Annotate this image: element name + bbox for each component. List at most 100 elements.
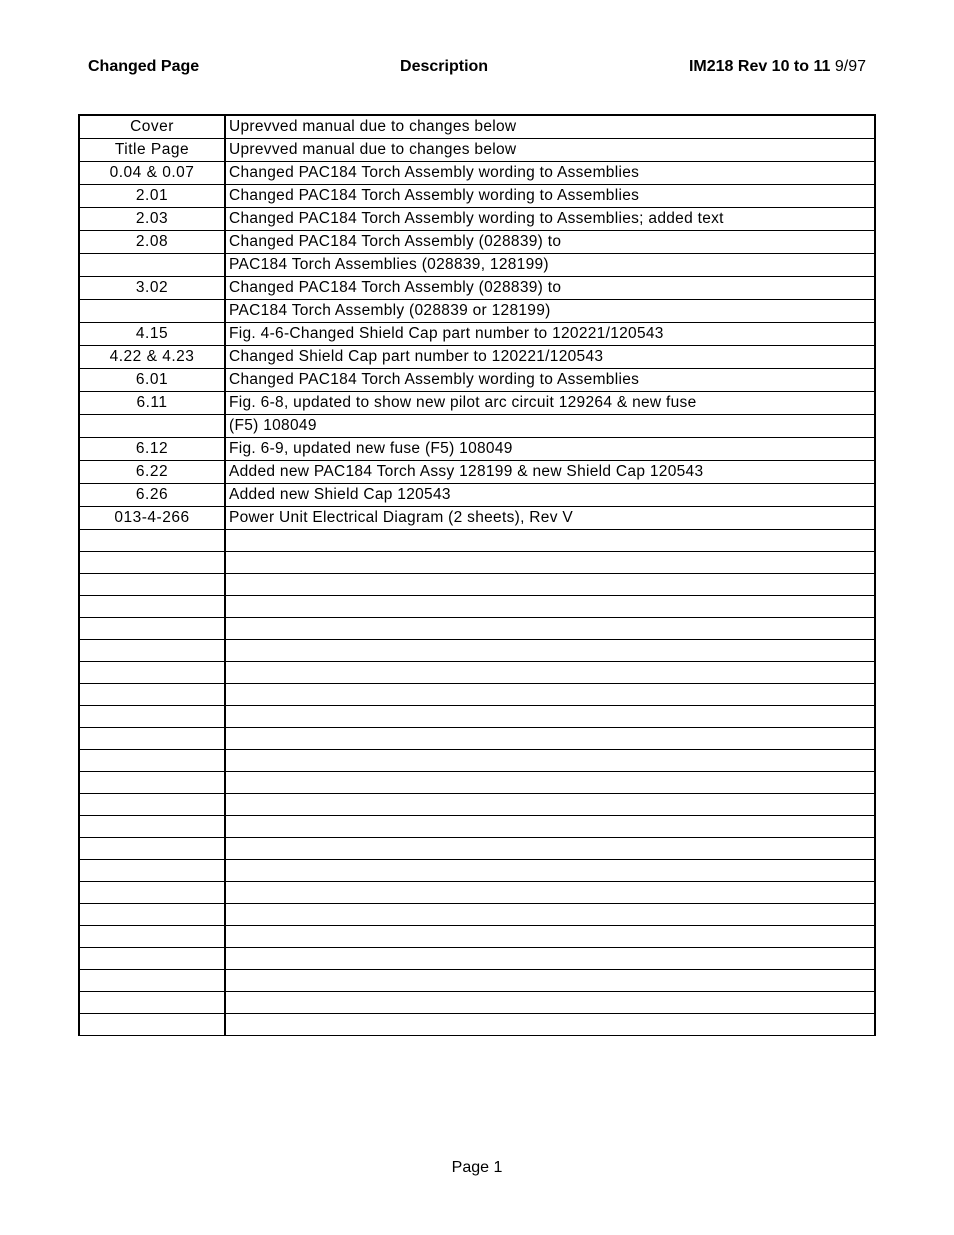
cell-description <box>225 948 875 970</box>
page-footer: Page 1 <box>0 1159 954 1177</box>
table-row <box>79 728 875 750</box>
table-row: 2.01Changed PAC184 Torch Assembly wordin… <box>79 185 875 208</box>
cell-changed-page <box>79 640 225 662</box>
cell-changed-page <box>79 860 225 882</box>
table-row: CoverUprevved manual due to changes belo… <box>79 115 875 139</box>
cell-description: Fig. 6-9, updated new fuse (F5) 108049 <box>225 438 875 461</box>
cell-description <box>225 706 875 728</box>
cell-description: Changed PAC184 Torch Assembly (028839) t… <box>225 277 875 300</box>
cell-changed-page: 013-4-266 <box>79 507 225 530</box>
cell-description <box>225 816 875 838</box>
cell-description <box>225 860 875 882</box>
table-row <box>79 750 875 772</box>
cell-description <box>225 794 875 816</box>
cell-changed-page <box>79 838 225 860</box>
cell-changed-page: 0.04 & 0.07 <box>79 162 225 185</box>
cell-description: Changed PAC184 Torch Assembly wording to… <box>225 208 875 231</box>
table-row <box>79 860 875 882</box>
cell-description: Fig. 4-6-Changed Shield Cap part number … <box>225 323 875 346</box>
cell-description <box>225 838 875 860</box>
cell-description <box>225 772 875 794</box>
cell-changed-page <box>79 530 225 552</box>
table-row <box>79 772 875 794</box>
table-row <box>79 992 875 1014</box>
cell-description <box>225 574 875 596</box>
change-table-container: CoverUprevved manual due to changes belo… <box>78 114 876 1036</box>
cell-changed-page <box>79 415 225 438</box>
cell-changed-page: 6.12 <box>79 438 225 461</box>
table-row <box>79 816 875 838</box>
header-changed-page: Changed Page <box>88 58 199 76</box>
table-row: (F5) 108049 <box>79 415 875 438</box>
table-row <box>79 596 875 618</box>
cell-changed-page <box>79 772 225 794</box>
cell-changed-page <box>79 596 225 618</box>
cell-description: Uprevved manual due to changes below <box>225 115 875 139</box>
cell-changed-page: 2.03 <box>79 208 225 231</box>
cell-description: Changed Shield Cap part number to 120221… <box>225 346 875 369</box>
table-row <box>79 706 875 728</box>
header-rev-date: 9/97 <box>835 58 866 75</box>
cell-changed-page <box>79 728 225 750</box>
table-row <box>79 1014 875 1036</box>
cell-changed-page: 6.11 <box>79 392 225 415</box>
table-row <box>79 838 875 860</box>
cell-description: Fig. 6-8, updated to show new pilot arc … <box>225 392 875 415</box>
cell-changed-page: 4.22 & 4.23 <box>79 346 225 369</box>
cell-description: Uprevved manual due to changes below <box>225 139 875 162</box>
cell-description: PAC184 Torch Assemblies (028839, 128199) <box>225 254 875 277</box>
table-row <box>79 948 875 970</box>
cell-description <box>225 596 875 618</box>
cell-changed-page <box>79 816 225 838</box>
table-row <box>79 574 875 596</box>
table-row: Title PageUprevved manual due to changes… <box>79 139 875 162</box>
cell-description <box>225 1014 875 1036</box>
cell-changed-page <box>79 662 225 684</box>
cell-changed-page <box>79 970 225 992</box>
table-row: 6.12Fig. 6-9, updated new fuse (F5) 1080… <box>79 438 875 461</box>
cell-changed-page: 6.26 <box>79 484 225 507</box>
table-row: 013-4-266Power Unit Electrical Diagram (… <box>79 507 875 530</box>
table-row <box>79 970 875 992</box>
table-row: 2.08Changed PAC184 Torch Assembly (02883… <box>79 231 875 254</box>
cell-changed-page: 4.15 <box>79 323 225 346</box>
table-row <box>79 640 875 662</box>
cell-description <box>225 530 875 552</box>
cell-changed-page <box>79 552 225 574</box>
cell-description <box>225 662 875 684</box>
cell-changed-page <box>79 750 225 772</box>
cell-description <box>225 552 875 574</box>
table-row <box>79 904 875 926</box>
table-row <box>79 618 875 640</box>
cell-description: Added new Shield Cap 120543 <box>225 484 875 507</box>
cell-changed-page <box>79 618 225 640</box>
table-row <box>79 552 875 574</box>
table-row: 6.11Fig. 6-8, updated to show new pilot … <box>79 392 875 415</box>
table-row: 6.22Added new PAC184 Torch Assy 128199 &… <box>79 461 875 484</box>
cell-description <box>225 728 875 750</box>
header-revision: IM218 Rev 10 to 11 9/97 <box>689 58 866 76</box>
cell-description <box>225 640 875 662</box>
cell-description: Power Unit Electrical Diagram (2 sheets)… <box>225 507 875 530</box>
cell-description <box>225 618 875 640</box>
table-row <box>79 926 875 948</box>
cell-changed-page <box>79 904 225 926</box>
page-header: Changed Page Description IM218 Rev 10 to… <box>0 0 954 76</box>
cell-changed-page: Title Page <box>79 139 225 162</box>
cell-description: Changed PAC184 Torch Assembly wording to… <box>225 185 875 208</box>
cell-changed-page: 3.02 <box>79 277 225 300</box>
cell-description <box>225 992 875 1014</box>
cell-changed-page <box>79 926 225 948</box>
cell-description <box>225 882 875 904</box>
table-row: 4.15Fig. 4-6-Changed Shield Cap part num… <box>79 323 875 346</box>
cell-changed-page: 6.22 <box>79 461 225 484</box>
cell-changed-page <box>79 948 225 970</box>
table-row: PAC184 Torch Assemblies (028839, 128199) <box>79 254 875 277</box>
cell-changed-page <box>79 882 225 904</box>
cell-description <box>225 926 875 948</box>
table-row: 2.03Changed PAC184 Torch Assembly wordin… <box>79 208 875 231</box>
table-row <box>79 794 875 816</box>
cell-description <box>225 684 875 706</box>
cell-changed-page: 6.01 <box>79 369 225 392</box>
cell-description: (F5) 108049 <box>225 415 875 438</box>
